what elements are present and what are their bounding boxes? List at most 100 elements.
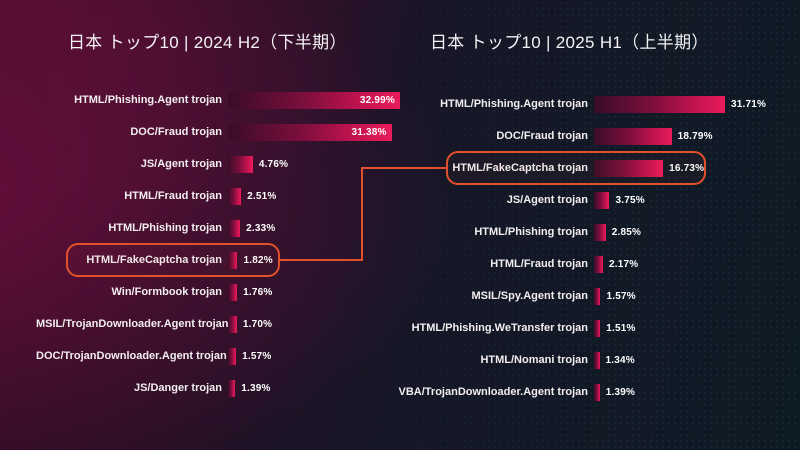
chart-title-2025-h1: 日本 トップ10 | 2025 H1（上半期） (430, 33, 709, 52)
chart-row: JS/Agent trojan 4.76% (36, 148, 400, 180)
chart-row: HTML/Fraud trojan 2.17% (372, 248, 766, 280)
chart-row: HTML/Phishing.Agent trojan 31.71% (372, 88, 766, 120)
bar (594, 127, 672, 145)
bar-track: 18.79% (594, 127, 713, 145)
category-label: HTML/Nomani trojan (480, 354, 588, 366)
bar: 32.99% (228, 91, 400, 109)
chart-row: JS/Danger trojan 1.39% (36, 372, 400, 404)
value-label: 1.34% (605, 354, 635, 366)
bar (228, 219, 241, 237)
chart-row: HTML/FakeCaptcha trojan 16.73% (372, 152, 766, 184)
value-label: 4.76% (258, 158, 289, 170)
bar-track: 4.76% (228, 155, 289, 173)
category-label: MSIL/Spy.Agent trojan (471, 290, 588, 302)
category-label: HTML/Phishing trojan (474, 226, 588, 238)
bar (228, 283, 238, 301)
category-label: DOC/Fraud trojan (496, 130, 588, 142)
bar (594, 95, 725, 113)
chart-title-2024-h2: 日本 トップ10 | 2024 H2（下半期） (68, 33, 347, 52)
category-label: Win/Formbook trojan (111, 286, 222, 298)
value-label: 1.39% (605, 386, 636, 398)
category-label: HTML/Fraud trojan (490, 258, 588, 270)
bar (228, 379, 236, 397)
value-label: 2.33% (246, 222, 276, 234)
chart-row: DOC/Fraud trojan 31.38% (36, 116, 400, 148)
value-label: 32.99% (359, 94, 395, 106)
value-label: 1.39% (241, 382, 271, 394)
bar (228, 251, 238, 269)
bar (594, 255, 603, 273)
chart-row: Win/Formbook trojan 1.76% (36, 276, 400, 308)
value-label: 2.17% (608, 258, 639, 270)
chart-row: HTML/Phishing.WeTransfer trojan 1.51% (372, 312, 766, 344)
bar-track: 1.57% (228, 347, 272, 365)
value-label: 2.85% (611, 226, 642, 238)
category-label: HTML/Phishing.WeTransfer trojan (411, 322, 588, 334)
bar-track: 1.82% (228, 251, 273, 269)
category-label: HTML/Phishing trojan (108, 222, 222, 234)
category-label: JS/Agent trojan (506, 194, 588, 206)
category-label: VBA/TrojanDownloader.Agent trojan (398, 386, 588, 398)
category-label: HTML/FakeCaptcha trojan (452, 162, 588, 174)
chart-row: JS/Agent trojan 3.75% (372, 184, 766, 216)
category-label: JS/Agent trojan (140, 158, 222, 170)
category-label: MSIL/TrojanDownloader.Agent trojan (36, 318, 229, 330)
value-label: 18.79% (677, 130, 713, 142)
value-label: 1.76% (243, 286, 273, 298)
chart-row: HTML/Nomani trojan 1.34% (372, 344, 766, 376)
bar-track: 16.73% (594, 159, 705, 177)
bar (228, 155, 253, 173)
bar-track: 2.17% (594, 255, 639, 273)
value-label: 16.73% (669, 162, 705, 174)
bar-chart-2025-h1: HTML/Phishing.Agent trojan 31.71% DOC/Frau… (372, 88, 766, 408)
value-label: 1.70% (242, 318, 273, 330)
category-label: HTML/FakeCaptcha trojan (86, 254, 222, 266)
chart-row: MSIL/Spy.Agent trojan 1.57% (372, 280, 766, 312)
value-label: 1.82% (243, 254, 273, 266)
bar-track: 1.57% (594, 287, 636, 305)
chart-row: HTML/Phishing.Agent trojan 32.99% (36, 84, 400, 116)
bar (228, 347, 237, 365)
chart-row: HTML/Phishing trojan 2.33% (36, 212, 400, 244)
bar (594, 287, 601, 305)
category-label: HTML/Phishing.Agent trojan (74, 94, 222, 106)
chart-row: HTML/Fraud trojan 2.51% (36, 180, 400, 212)
bar (228, 187, 242, 205)
bar-track: 2.85% (594, 223, 642, 241)
bar-track: 2.51% (228, 187, 277, 205)
bar (594, 319, 601, 337)
value-label: 1.57% (242, 350, 272, 362)
category-label: HTML/Phishing.Agent trojan (440, 98, 588, 110)
chart-row: MSIL/TrojanDownloader.Agent trojan 1.70% (36, 308, 400, 340)
value-label: 1.57% (606, 290, 636, 302)
bar: 31.38% (228, 123, 392, 141)
value-label: 2.51% (247, 190, 277, 202)
bar-track: 1.76% (228, 283, 273, 301)
category-label: JS/Danger trojan (133, 382, 222, 394)
bar-track: 1.39% (594, 383, 636, 401)
category-label: DOC/TrojanDownloader.Agent trojan (36, 350, 227, 362)
value-label: 1.51% (606, 322, 636, 334)
bar (228, 315, 237, 333)
value-label: 31.71% (731, 98, 767, 110)
bar-track: 1.51% (594, 319, 636, 337)
bar-track: 1.34% (594, 351, 635, 369)
bar-track: 32.99% (228, 91, 400, 109)
bar-track: 31.38% (228, 123, 392, 141)
bar (594, 351, 600, 369)
value-label: 31.38% (351, 126, 387, 138)
value-label: 3.75% (615, 194, 645, 206)
bar-track: 2.33% (228, 219, 276, 237)
bar (594, 191, 610, 209)
bar-track: 31.71% (594, 95, 767, 113)
chart-row: VBA/TrojanDownloader.Agent trojan 1.39% (372, 376, 766, 408)
bar-track: 3.75% (594, 191, 645, 209)
bar-track: 1.70% (228, 315, 273, 333)
chart-row: HTML/Phishing trojan 2.85% (372, 216, 766, 248)
chart-row: HTML/FakeCaptcha trojan 1.82% (36, 244, 400, 276)
chart-row: DOC/Fraud trojan 18.79% (372, 120, 766, 152)
bar-track: 1.39% (228, 379, 271, 397)
chart-row: DOC/TrojanDownloader.Agent trojan 1.57% (36, 340, 400, 372)
bar (594, 383, 600, 401)
bar (594, 159, 664, 177)
